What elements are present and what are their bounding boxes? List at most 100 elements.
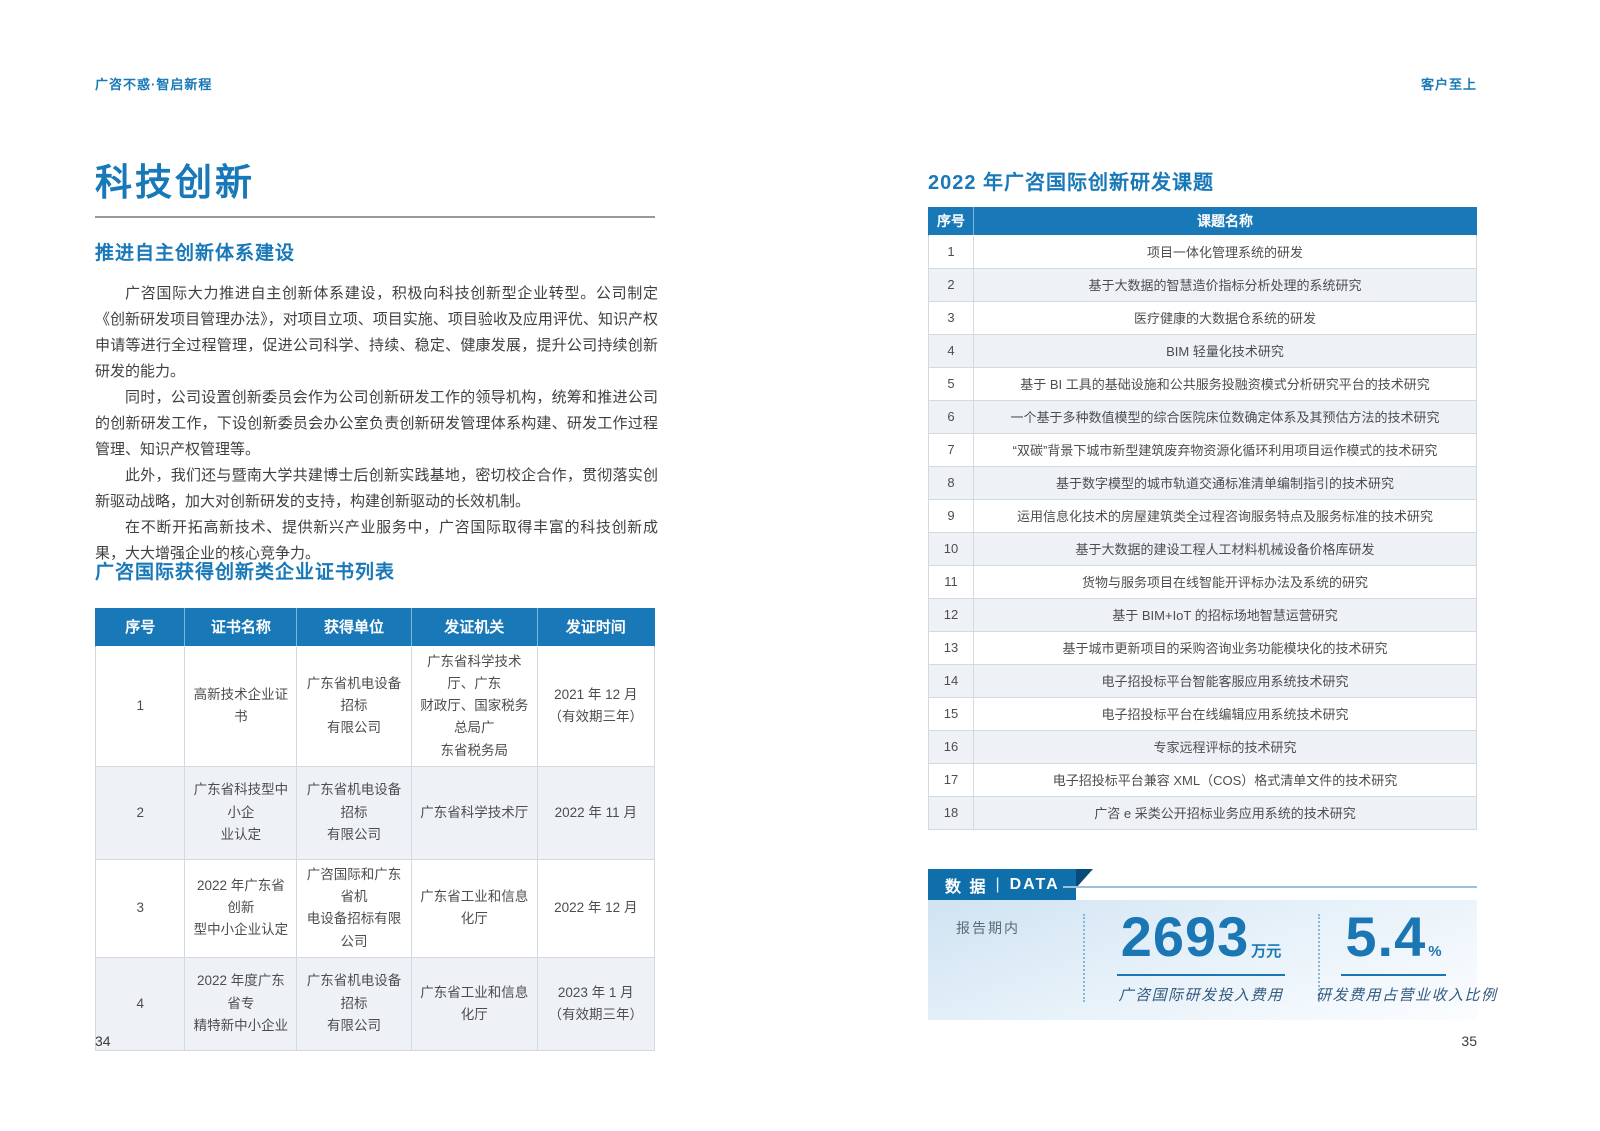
table-row: 8 基于数字模型的城市轨道交通标准清单编制指引的技术研究 (928, 465, 1477, 500)
table-cell: 广东省科学技术厅、广东 财政厅、国家税务总局广 东省税务局 (410, 645, 538, 767)
table-row: 17 电子招投标平台兼容 XML（COS）格式清单文件的技术研究 (928, 762, 1477, 797)
column-header: 证书名称 (184, 608, 298, 647)
table-cell: 6 (928, 399, 974, 434)
stat-rd-revenue-ratio: 5.4% 研发费用占营业收入比例 (1316, 905, 1498, 1005)
table-cell: 15 (928, 696, 974, 731)
cert-table-title: 广咨国际获得创新类企业证书列表 (95, 562, 396, 583)
table-cell: 18 (928, 795, 974, 830)
table-cell: 基于大数据的智慧造价指标分析处理的系统研究 (973, 267, 1477, 302)
table-cell: 10 (928, 531, 974, 566)
table-cell: 7 (928, 432, 974, 467)
stat-unit: 万元 (1251, 943, 1282, 960)
table-row: 3 2022 年广东省创新 型中小企业认定 广咨国际和广东省机 电设备招标有限公司广… (94, 858, 656, 958)
table-cell: 2021 年 12 月 （有效期三年） (536, 645, 656, 767)
table-cell: 广东省机电设备招标 有限公司 (296, 765, 412, 860)
table-cell: 11 (928, 564, 974, 599)
table-cell: 9 (928, 498, 974, 533)
table-cell: 2 (94, 765, 186, 860)
section-heading: 推进自主创新体系建设 (95, 243, 296, 264)
table-cell: 货物与服务项目在线智能开评标办法及系统的研究 (973, 564, 1477, 599)
banner-rule-line (1063, 886, 1477, 888)
column-header: 序号 (928, 207, 974, 236)
stat-unit: % (1428, 943, 1442, 960)
table-cell: 广东省科学技术厅 (410, 765, 538, 860)
table-cell: 2023 年 1 月 （有效期三年） (536, 956, 656, 1051)
page-number-right: 35 (1461, 1033, 1477, 1049)
table-row: 14 电子招投标平台智能客服应用系统技术研究 (928, 663, 1477, 698)
stat-value-underline: 2693 万元 (1116, 907, 1286, 976)
table-cell: 3 (94, 858, 186, 958)
table-cell: 项目一体化管理系统的研发 (973, 234, 1477, 269)
topic-table-title: 2022 年广咨国际创新研发课题 (928, 172, 1215, 194)
table-cell: 电子招投标平台在线编辑应用系统技术研究 (973, 696, 1477, 731)
table-cell: 基于城市更新项目的采购咨询业务功能模块化的技术研究 (973, 630, 1477, 665)
table-cell: 1 (94, 645, 186, 767)
table-cell: 13 (928, 630, 974, 665)
dotted-separator (1083, 914, 1085, 1002)
table-cell: 广东省工业和信息化厅 (410, 956, 538, 1051)
table-cell: 高新技术企业证书 (184, 645, 298, 767)
table-row: 5 基于 BI 工具的基础设施和公共服务投融资模式分析研究平台的技术研究 (928, 366, 1477, 401)
title-divider (95, 216, 655, 218)
table-row: 6 一个基于多种数值模型的综合医院床位数确定体系及其预估方法的技术研究 (928, 399, 1477, 434)
stat-label: 广咨国际研发投入费用 (1118, 987, 1284, 1004)
table-header-row: 序号 证书名称 获得单位 发证机关 发证时间 (94, 608, 656, 647)
table-cell: 电子招投标平台兼容 XML（COS）格式清单文件的技术研究 (973, 762, 1477, 797)
data-banner-separator: | (995, 875, 1002, 893)
table-cell: 8 (928, 465, 974, 500)
table-cell: 专家远程评标的技术研究 (973, 729, 1477, 764)
stat-value: 5.4 (1345, 905, 1427, 968)
column-header: 发证时间 (536, 608, 656, 647)
table-row: 4 2022 年度广东省专 精特新中小企业 广东省机电设备招标 有限公司 广东省工业和… (94, 956, 656, 1051)
table-cell: 5 (928, 366, 974, 401)
dotted-separator (1318, 914, 1320, 1002)
table-cell: 2 (928, 267, 974, 302)
table-row: 13 基于城市更新项目的采购咨询业务功能模块化的技术研究 (928, 630, 1477, 665)
column-header: 获得单位 (296, 608, 412, 647)
table-row: 12 基于 BIM+IoT 的招标场地智慧运营研究 (928, 597, 1477, 632)
stat-value-underline: 5.4% (1341, 905, 1446, 976)
table-cell: 基于大数据的建设工程人工材料机械设备价格库研发 (973, 531, 1477, 566)
data-stats-panel: 报告期内 2693 万元 广咨国际研发投入费用 5.4% 研发费用占营业收入比例 (928, 900, 1498, 1020)
table-row: 10 基于大数据的建设工程人工材料机械设备价格库研发 (928, 531, 1477, 566)
table-row: 9 运用信息化技术的房屋建筑类全过程咨询服务特点及服务标准的技术研究 (928, 498, 1477, 533)
reporting-period-label: 报告期内 (956, 920, 1020, 936)
table-cell: 3 (928, 300, 974, 335)
table-cell: 电子招投标平台智能客服应用系统技术研究 (973, 663, 1477, 698)
table-cell: 基于数字模型的城市轨道交通标准清单编制指引的技术研究 (973, 465, 1477, 500)
running-head-right: 客户至上 (1420, 77, 1477, 92)
data-banner-en: DATA (1009, 875, 1060, 893)
table-cell: 广东省机电设备招标 有限公司 (296, 956, 412, 1051)
stat-label: 研发费用占营业收入比例 (1316, 987, 1498, 1004)
table-cell: 广咨 e 采类公开招标业务应用系统的技术研究 (973, 795, 1477, 830)
table-cell: 广东省工业和信息化厅 (410, 858, 538, 958)
stat-rd-investment: 2693 万元 广咨国际研发投入费用 (1096, 907, 1306, 1005)
table-cell: 17 (928, 762, 974, 797)
table-row: 4 BIM 轻量化技术研究 (928, 333, 1477, 368)
table-cell: 一个基于多种数值模型的综合医院床位数确定体系及其预估方法的技术研究 (973, 399, 1477, 434)
table-row: 16 专家远程评标的技术研究 (928, 729, 1477, 764)
table-cell: 2022 年 11 月 (536, 765, 656, 860)
table-cell: BIM 轻量化技术研究 (973, 333, 1477, 368)
table-cell: 基于 BI 工具的基础设施和公共服务投融资模式分析研究平台的技术研究 (973, 366, 1477, 401)
table-row: 11 货物与服务项目在线智能开评标办法及系统的研究 (928, 564, 1477, 599)
table-cell: 2022 年 12 月 (536, 858, 656, 958)
paragraph: 广咨国际大力推进自主创新体系建设，积极向科技创新型企业转型。公司制定《创新研发项… (95, 285, 658, 380)
paragraph: 同时，公司设置创新委员会作为公司创新研发工作的领导机构，统筹和推进公司的创新研发… (95, 389, 658, 458)
table-cell: 16 (928, 729, 974, 764)
table-cell: 广东省科技型中小企 业认定 (184, 765, 298, 860)
page-number-left: 34 (95, 1033, 111, 1049)
column-header: 课题名称 (973, 207, 1477, 236)
running-head-left: 广咨不惑·智启新程 (95, 77, 213, 92)
table-cell: 4 (928, 333, 974, 368)
table-cell: 2022 年度广东省专 精特新中小企业 (184, 956, 298, 1051)
page-title: 科技创新 (95, 162, 255, 203)
data-banner-label: 数 据 | DATA (928, 869, 1076, 900)
table-cell: 广咨国际和广东省机 电设备招标有限公司 (296, 858, 412, 958)
table-row: 2 广东省科技型中小企 业认定 广东省机电设备招标 有限公司 广东省科学技术厅 2022… (94, 765, 656, 860)
table-cell: 广东省机电设备招标 有限公司 (296, 645, 412, 767)
table-cell: 运用信息化技术的房屋建筑类全过程咨询服务特点及服务标准的技术研究 (973, 498, 1477, 533)
research-topic-table: 序号 课题名称 1 项目一体化管理系统的研发 2 基于大数据的智慧造价指标分析处理的系… (928, 207, 1477, 830)
paragraph: 此外，我们还与暨南大学共建博士后创新实践基地，密切校企合作，贯彻落实创新驱动战略… (95, 467, 658, 510)
table-row: 15 电子招投标平台在线编辑应用系统技术研究 (928, 696, 1477, 731)
